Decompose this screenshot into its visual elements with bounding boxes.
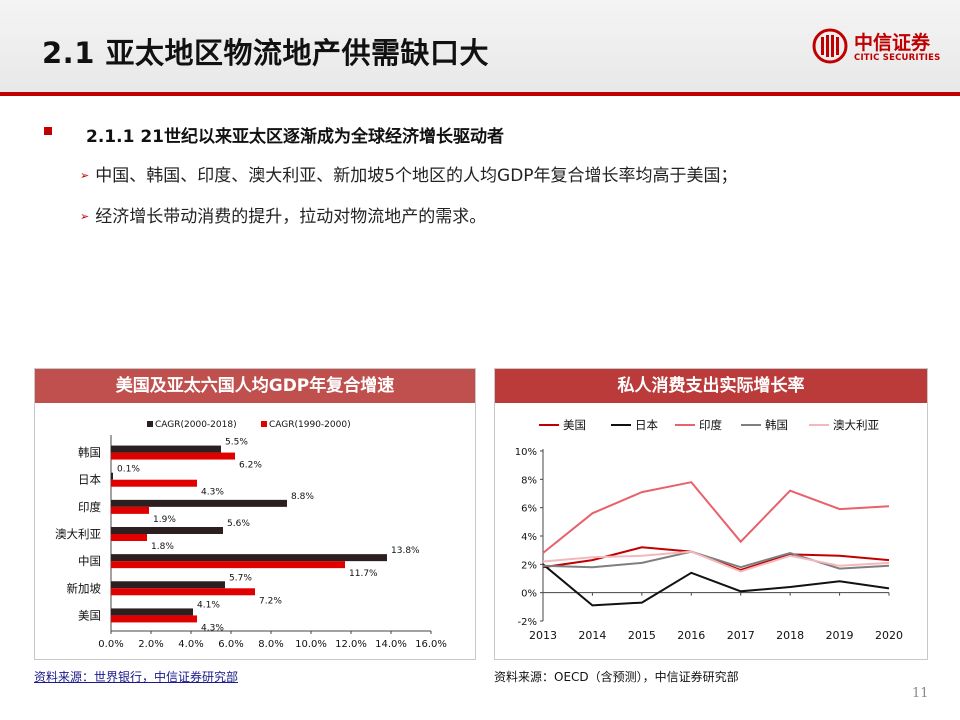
slide-title: 2.1 亚太地区物流地产供需缺口大 [42,36,489,70]
bar [111,615,197,623]
bar-value-label: 13.8% [391,546,420,556]
bar-value-label: 8.8% [291,492,314,502]
bar-value-label: 5.5% [225,438,248,448]
category-label: 新加坡 [67,581,102,595]
bar [111,608,193,616]
y-tick-label: 6% [521,504,537,515]
sub-bullet-2: ➢ 经济增长带动消费的提升，拉动对物流地产的需求。 [80,202,486,227]
arrow-bullet-icon: ➢ [80,169,90,182]
bar [111,527,223,534]
category-label: 中国 [78,554,101,568]
sub-bullet-1: ➢ 中国、韩国、印度、澳大利亚、新加坡5个地区的人均GDP年复合增长率均高于美国； [80,161,738,186]
x-tick-label: 6.0% [218,639,243,650]
sub-bullet-text: 中国、韩国、印度、澳大利亚、新加坡5个地区的人均GDP年复合增长率均高于美国； [95,166,738,186]
x-tick-label: 14.0% [375,639,407,650]
bar [111,588,255,596]
citic-logo-icon [812,28,848,64]
y-tick-label: 2% [521,560,537,571]
bar-value-label: 1.8% [151,542,174,552]
consumption-chart-panel: 私人消费支出实际增长率 美国 日本 印度 韩国 澳大利亚 -2% 0% 2% 4% 6% 8% 10%… [494,368,928,660]
bar [111,561,345,569]
main-bullet-text: 2.1.1 21世纪以来亚太区逐渐成为全球经济增长驱动者 [86,127,504,147]
bar-value-label: 7.2% [259,596,282,606]
x-tick-label: 2018 [776,629,804,642]
header-divider [0,92,960,96]
bar [111,581,225,589]
bar [111,506,149,514]
right-source-note: 资料来源：OECD（含预测），中信证券研究部 [494,670,739,684]
legend-label: CAGR(1990-2000) [269,420,351,430]
gdp-chart-title: 美国及亚太六国人均GDP年复合增速 [35,369,475,403]
bar [111,534,147,541]
y-tick-label: 0% [521,589,537,600]
x-tick-label: 2.0% [138,639,163,650]
series-line [542,563,890,607]
category-label: 美国 [78,608,101,622]
logo-text-en: CITIC SECURITIES [854,53,941,63]
bar-value-label: 5.7% [229,573,252,583]
bar-value-label: 4.1% [197,600,220,610]
x-tick-label: 2020 [875,629,903,642]
legend-swatch [147,421,153,427]
left-source-note[interactable]: 资料来源：世界银行，中信证券研究部 [34,670,239,684]
category-label: 印度 [78,500,101,514]
bar [111,554,387,562]
slide-header: 2.1 亚太地区物流地产供需缺口大 中信证券 CITIC SECURITIES [0,0,960,92]
legend-label: 印度 [699,418,722,432]
bar-value-label: 6.2% [239,461,262,471]
x-tick-label: 4.0% [178,639,203,650]
x-tick-label: 12.0% [335,639,367,650]
bar-value-label: 4.3% [201,488,224,498]
x-tick-label: 2016 [677,629,705,642]
x-tick-label: 8.0% [258,639,283,650]
bar [111,479,197,487]
bar-value-label: 1.9% [153,515,176,525]
legend-label: CAGR(2000-2018) [155,420,237,430]
x-tick-label: 2017 [727,629,755,642]
consumption-line-chart: 美国 日本 印度 韩国 澳大利亚 -2% 0% 2% 4% 6% 8% 10% 2013 2014 2015… [515,418,903,642]
y-tick-label: 8% [521,475,537,486]
bar-value-label: 11.7% [349,569,378,579]
x-tick-label: 10.0% [295,639,327,650]
citic-logo: 中信证券 CITIC SECURITIES [812,26,952,70]
bar-value-label: 4.3% [201,623,224,633]
series-line [542,481,890,554]
y-tick-label: 10% [515,447,537,458]
category-label: 澳大利亚 [55,527,101,541]
x-tick-label: 2014 [578,629,606,642]
y-tick-label: 4% [521,532,537,543]
bar-value-label: 0.1% [117,465,140,475]
x-tick-label: 16.0% [415,639,447,650]
series-line [542,550,890,573]
x-tick-label: 2015 [628,629,656,642]
bar [111,499,287,507]
legend-label: 澳大利亚 [833,418,879,432]
series-line [542,550,890,570]
bar [111,472,113,480]
square-bullet-icon [44,127,52,135]
gdp-bar-chart: CAGR(2000-2018) CAGR(1990-2000) 韩国 5.5% 6.2%… [55,420,447,650]
x-tick-label: 2019 [826,629,854,642]
legend-label: 日本 [635,418,658,432]
x-tick-label: 2013 [529,629,557,642]
bar [111,452,235,460]
legend-label: 韩国 [765,418,788,432]
category-label: 韩国 [78,446,101,460]
logo-text-cn: 中信证券 [854,32,931,54]
legend-swatch [261,421,267,427]
gdp-chart-panel: 美国及亚太六国人均GDP年复合增速 CAGR(2000-2018) CAGR(19… [34,368,476,660]
bar [111,445,221,453]
sub-bullet-text: 经济增长带动消费的提升，拉动对物流地产的需求。 [95,207,487,227]
x-tick-label: 0.0% [98,639,123,650]
bar-value-label: 5.6% [227,519,250,529]
legend-label: 美国 [563,418,586,432]
arrow-bullet-icon: ➢ [80,210,90,223]
consumption-chart-title: 私人消费支出实际增长率 [495,369,927,403]
y-tick-label: -2% [518,617,537,628]
category-label: 日本 [78,473,101,487]
page-number: 11 [912,686,929,701]
